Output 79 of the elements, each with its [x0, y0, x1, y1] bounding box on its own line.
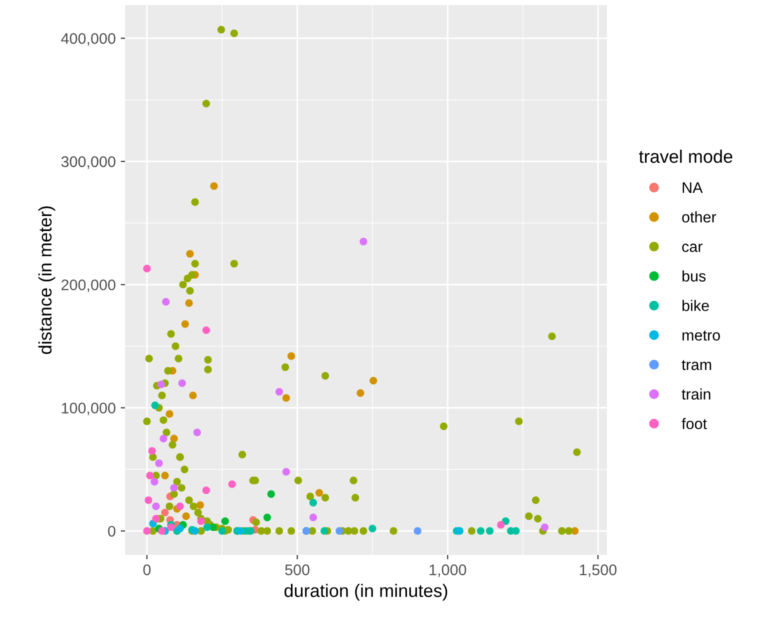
x-tick-label: 500	[285, 564, 310, 576]
point	[414, 527, 422, 535]
point	[275, 388, 284, 396]
point	[143, 527, 151, 535]
point	[370, 376, 378, 385]
point	[178, 379, 186, 387]
point	[176, 502, 184, 510]
y-axis-title: distance (in meter)	[38, 206, 56, 354]
y-tick-label: 0	[108, 526, 116, 537]
point	[540, 523, 549, 532]
legend-label: car	[682, 244, 702, 252]
point	[158, 527, 166, 535]
point	[267, 490, 275, 498]
point	[309, 498, 318, 506]
y-tick-label: 300,000	[61, 156, 116, 169]
point	[287, 352, 296, 360]
point	[161, 508, 169, 516]
point	[181, 320, 189, 328]
point	[151, 402, 159, 410]
point	[150, 478, 158, 486]
x-tick-label: 0	[143, 564, 151, 576]
point	[360, 238, 368, 246]
point	[162, 298, 170, 306]
point	[189, 392, 197, 400]
point	[182, 512, 190, 520]
point	[170, 484, 178, 492]
point	[197, 517, 205, 525]
point	[202, 326, 210, 334]
point	[210, 182, 218, 190]
point	[320, 527, 328, 535]
legend-label: bus	[682, 270, 706, 282]
point	[228, 480, 236, 488]
point	[236, 527, 244, 535]
point	[497, 521, 505, 529]
point	[512, 527, 520, 535]
point	[157, 380, 165, 388]
y-tick-label: 200,000	[62, 279, 116, 292]
legend-label: metro	[682, 330, 720, 341]
point	[218, 527, 226, 535]
y-tick-label: 400,000	[61, 33, 116, 46]
legend-label: train	[682, 388, 710, 400]
point	[146, 472, 154, 480]
legend-label: other	[682, 211, 716, 223]
x-tick-label: 1,000	[430, 564, 466, 578]
point	[144, 496, 152, 504]
point	[196, 501, 204, 509]
legend-label: tram	[682, 360, 712, 370]
point	[203, 523, 211, 532]
point	[155, 459, 163, 468]
point	[143, 264, 151, 272]
legend-title: travel mode	[639, 150, 732, 163]
point	[161, 472, 169, 480]
point	[309, 514, 318, 522]
point	[356, 389, 364, 397]
point	[282, 394, 290, 402]
legend-label: NA	[682, 182, 703, 193]
point	[160, 434, 168, 442]
point	[202, 486, 210, 494]
point	[166, 410, 174, 418]
point	[185, 299, 193, 307]
y-tick-label: 100,000	[62, 402, 116, 416]
point	[368, 524, 376, 532]
point	[476, 527, 485, 535]
point	[486, 527, 494, 535]
x-tick-label: 1,500	[580, 564, 616, 578]
legend-label: bike	[682, 300, 709, 312]
point	[186, 250, 194, 258]
point	[282, 468, 290, 476]
point	[152, 502, 160, 510]
point	[221, 517, 229, 525]
point	[176, 524, 184, 532]
point	[193, 428, 201, 436]
point	[263, 514, 272, 522]
x-axis-title: duration (in minutes)	[284, 584, 448, 601]
legend-label: foot	[682, 418, 707, 430]
point	[336, 527, 344, 535]
point	[148, 447, 156, 455]
point	[315, 488, 324, 497]
point	[167, 523, 175, 532]
